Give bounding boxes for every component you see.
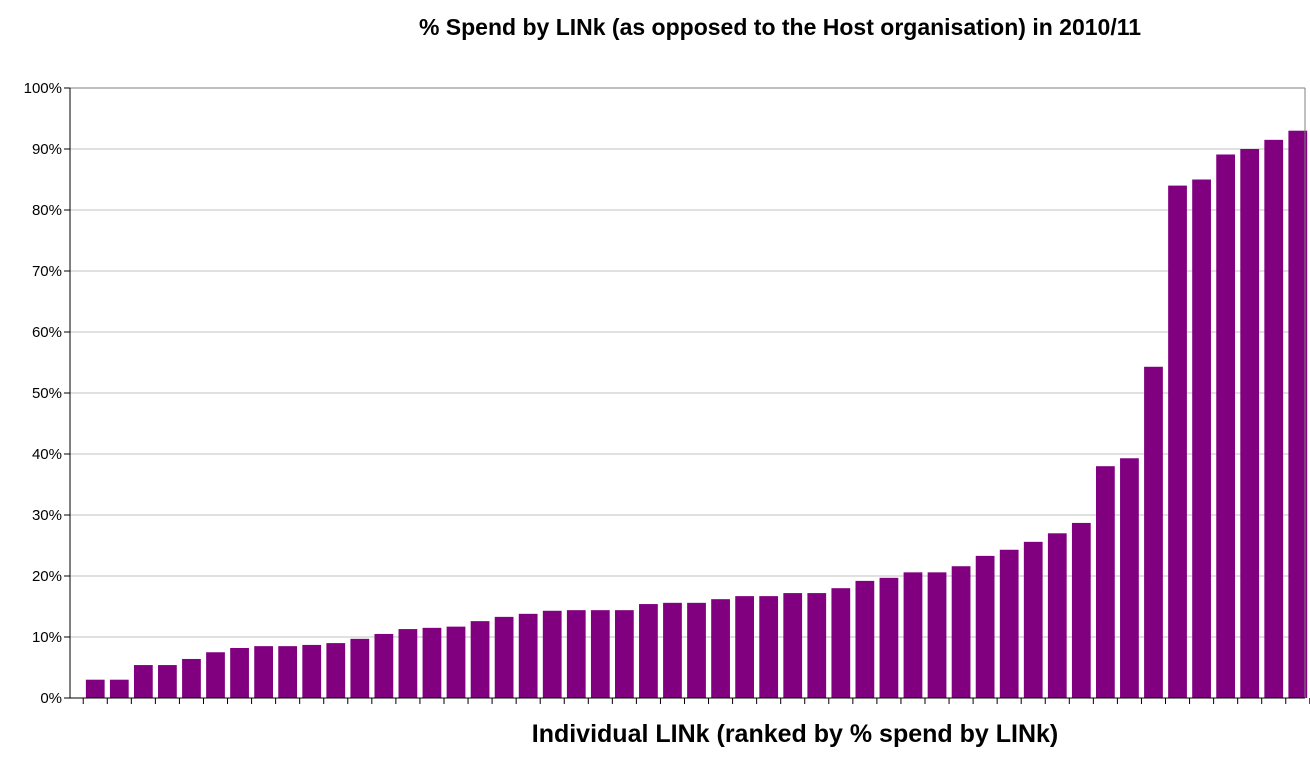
- bar: [590, 610, 610, 698]
- x-axis-label: Individual LINk (ranked by % spend by LI…: [531, 720, 1059, 748]
- bar: [807, 593, 827, 698]
- bar: [278, 646, 298, 698]
- bar: [374, 633, 394, 698]
- bar: [566, 610, 586, 698]
- bar: [133, 665, 153, 698]
- bar: [759, 596, 779, 698]
- y-tick-label: 90%: [32, 141, 62, 158]
- bar: [783, 593, 803, 698]
- bar: [831, 588, 851, 698]
- bar: [302, 644, 322, 698]
- bar: [1240, 149, 1260, 698]
- bar: [1264, 139, 1284, 699]
- bar: [109, 679, 129, 698]
- bar: [903, 572, 923, 698]
- bar: [494, 616, 514, 698]
- y-tick-label: 70%: [32, 263, 62, 280]
- bar: [326, 643, 346, 698]
- bar: [639, 604, 658, 698]
- y-tick-label: 60%: [32, 324, 62, 341]
- bar: [422, 627, 442, 698]
- bar: [1071, 522, 1091, 698]
- bar: [855, 580, 875, 698]
- bar: [254, 646, 273, 698]
- bar: [735, 596, 754, 698]
- bar: [975, 555, 995, 698]
- y-tick-label: 50%: [32, 385, 62, 402]
- bar: [663, 602, 682, 698]
- y-tick-label: 10%: [32, 629, 62, 646]
- chart-title: % Spend by LINk (as opposed to the Host …: [418, 14, 1142, 40]
- bar: [230, 647, 249, 698]
- y-tick-label: 40%: [32, 446, 62, 463]
- bar: [206, 652, 225, 698]
- bar: [687, 602, 706, 698]
- y-tick-label: 100%: [24, 80, 62, 97]
- bar: [1144, 366, 1163, 698]
- bar: [446, 626, 466, 698]
- y-tick-label: 0%: [40, 690, 62, 707]
- bar: [927, 572, 947, 698]
- bar: [1168, 185, 1187, 699]
- y-tick-label: 80%: [32, 202, 62, 219]
- bar: [1192, 179, 1211, 698]
- y-tick-label: 30%: [32, 507, 62, 524]
- bar: [614, 610, 634, 698]
- bar: [1023, 541, 1043, 698]
- bar: [1288, 130, 1308, 698]
- bar: [951, 566, 971, 698]
- bar: [350, 638, 370, 698]
- axes: [64, 87, 1310, 704]
- bar: [1047, 533, 1067, 698]
- y-tick-label: 20%: [32, 568, 62, 585]
- bar: [999, 549, 1019, 698]
- bar: [542, 610, 562, 698]
- bar: [1120, 458, 1139, 698]
- bar: [711, 599, 730, 698]
- y-tick-labels: 0% 10% 20% 30% 40% 50% 60% 70% 80% 90% 100%: [24, 80, 62, 707]
- bar: [879, 577, 899, 698]
- bar: [85, 679, 105, 698]
- bar: [518, 613, 538, 698]
- bar: [158, 665, 177, 698]
- bars: [85, 130, 1308, 699]
- bar: [470, 621, 490, 698]
- gridlines: [70, 87, 1305, 638]
- bar: [398, 629, 418, 698]
- bar: [182, 658, 201, 698]
- bar: [1096, 466, 1115, 698]
- bar: [1216, 154, 1236, 699]
